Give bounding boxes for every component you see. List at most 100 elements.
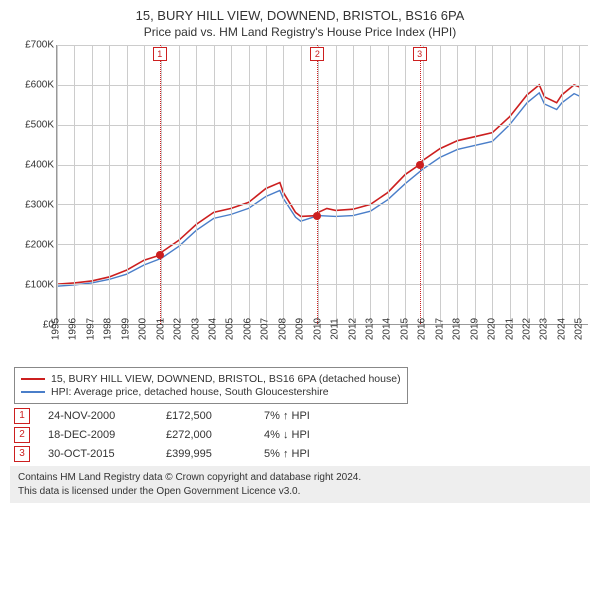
chart-svg	[57, 45, 588, 324]
x-tick-label: 2007	[260, 318, 271, 340]
y-tick-label: £100K	[25, 280, 54, 291]
gridline-v	[283, 45, 284, 324]
y-tick-label: £500K	[25, 120, 54, 131]
x-tick-label: 2021	[504, 318, 515, 340]
y-tick-label: £600K	[25, 80, 54, 91]
gridline-h	[57, 165, 588, 166]
price-chart: £0£100K£200K£300K£400K£500K£600K£700K 12…	[10, 45, 590, 325]
gridline-h	[57, 85, 588, 86]
x-tick-label: 2018	[452, 318, 463, 340]
x-tick-label: 2013	[364, 318, 375, 340]
y-axis: £0£100K£200K£300K£400K£500K£600K£700K	[10, 45, 56, 325]
legend-swatch	[21, 391, 45, 393]
gridline-v	[231, 45, 232, 324]
gridline-v	[74, 45, 75, 324]
x-tick-label: 2012	[347, 318, 358, 340]
gridline-v	[196, 45, 197, 324]
gridline-v	[109, 45, 110, 324]
y-tick-label: £400K	[25, 160, 54, 171]
sale-marker-line	[420, 45, 421, 324]
attribution: Contains HM Land Registry data © Crown c…	[10, 466, 590, 503]
event-date: 30-OCT-2015	[48, 448, 148, 460]
event-number-box: 3	[14, 446, 30, 462]
gridline-v	[266, 45, 267, 324]
x-tick-label: 2011	[330, 318, 341, 340]
x-tick-label: 2000	[138, 318, 149, 340]
x-tick-label: 2023	[539, 318, 550, 340]
event-row: 3 30-OCT-2015 £399,995 5% ↑ HPI	[14, 446, 590, 462]
gridline-v	[370, 45, 371, 324]
sale-marker-dot	[416, 161, 424, 169]
legend-label: HPI: Average price, detached house, Sout…	[51, 386, 329, 398]
gridline-v	[579, 45, 580, 324]
legend-label: 15, BURY HILL VIEW, DOWNEND, BRISTOL, BS…	[51, 373, 401, 385]
x-tick-label: 1999	[120, 318, 131, 340]
x-tick-label: 2005	[225, 318, 236, 340]
gridline-v	[492, 45, 493, 324]
gridline-v	[161, 45, 162, 324]
attribution-line-2: This data is licensed under the Open Gov…	[18, 485, 582, 499]
gridline-h	[57, 125, 588, 126]
sale-marker-box: 1	[153, 47, 167, 61]
legend-swatch	[21, 378, 45, 380]
x-axis: 1995199619971998199920002001200220032004…	[56, 325, 588, 361]
gridline-h	[57, 284, 588, 285]
gridline-v	[127, 45, 128, 324]
gridline-v	[179, 45, 180, 324]
gridline-v	[336, 45, 337, 324]
x-tick-label: 2019	[469, 318, 480, 340]
gridline-v	[457, 45, 458, 324]
gridline-v	[353, 45, 354, 324]
gridline-v	[475, 45, 476, 324]
x-tick-label: 2001	[155, 318, 166, 340]
event-row: 124-NOV-2000£172,5007% ↑ HPI	[14, 408, 590, 424]
gridline-h	[57, 45, 588, 46]
gridline-v	[440, 45, 441, 324]
gridline-v	[249, 45, 250, 324]
x-tick-label: 1996	[68, 318, 79, 340]
event-delta: 7% ↑ HPI	[264, 410, 310, 422]
sale-marker-line	[160, 45, 161, 324]
plot-area: 123	[56, 45, 588, 325]
sale-marker-box: 2	[310, 47, 324, 61]
event-date: 18-DEC-2009	[48, 429, 148, 441]
gridline-v	[423, 45, 424, 324]
x-tick-label: 2009	[295, 318, 306, 340]
event-delta: 4% ↓ HPI	[264, 429, 310, 441]
x-tick-label: 2022	[521, 318, 532, 340]
gridline-h	[57, 204, 588, 205]
x-tick-label: 2004	[207, 318, 218, 340]
gridline-v	[388, 45, 389, 324]
event-date: 24-NOV-2000	[48, 410, 148, 422]
event-price: £399,995	[166, 448, 246, 460]
sale-marker-dot	[313, 212, 321, 220]
gridline-v	[544, 45, 545, 324]
x-tick-label: 2025	[574, 318, 585, 340]
x-tick-label: 1995	[51, 318, 62, 340]
gridline-v	[527, 45, 528, 324]
gridline-v	[562, 45, 563, 324]
gridline-v	[301, 45, 302, 324]
x-tick-label: 2010	[312, 318, 323, 340]
x-tick-label: 2014	[382, 318, 393, 340]
sale-marker-dot	[156, 251, 164, 259]
y-tick-label: £300K	[25, 200, 54, 211]
gridline-v	[92, 45, 93, 324]
x-tick-label: 1997	[85, 318, 96, 340]
legend-row: 15, BURY HILL VIEW, DOWNEND, BRISTOL, BS…	[21, 373, 401, 385]
gridline-v	[144, 45, 145, 324]
legend-row: HPI: Average price, detached house, Sout…	[21, 386, 401, 398]
gridline-v	[510, 45, 511, 324]
gridline-v	[57, 45, 58, 324]
gridline-v	[405, 45, 406, 324]
event-delta: 5% ↑ HPI	[264, 448, 310, 460]
event-number-box: 2	[14, 427, 30, 443]
y-tick-label: £200K	[25, 240, 54, 251]
event-number-box: 1	[14, 408, 30, 424]
x-tick-label: 2024	[556, 318, 567, 340]
y-tick-label: £700K	[25, 40, 54, 51]
x-tick-label: 2015	[399, 318, 410, 340]
sale-events: 124-NOV-2000£172,5007% ↑ HPI218-DEC-2009…	[14, 408, 590, 462]
x-tick-label: 2020	[487, 318, 498, 340]
x-tick-label: 2016	[417, 318, 428, 340]
